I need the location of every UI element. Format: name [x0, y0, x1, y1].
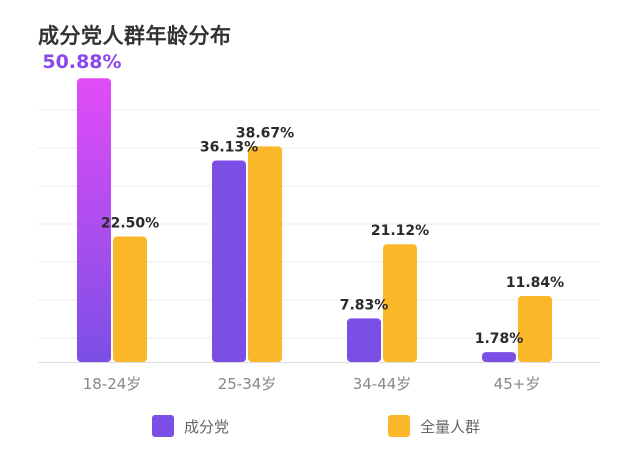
x-tick-label-34-44岁: 34-44岁: [353, 375, 412, 393]
x-tick-label-45+岁: 45+岁: [494, 375, 541, 393]
legend-swatch-series-2: [388, 415, 410, 437]
data-label-series-2-45+岁: 11.84%: [506, 275, 564, 291]
legend-label-series-1: 成分党: [184, 417, 230, 436]
bar-series-1-25-34岁[interactable]: [212, 160, 246, 362]
data-label-series-1-34-44岁: 7.83%: [340, 297, 389, 313]
legend-item-series-2[interactable]: 全量人群: [388, 415, 480, 437]
legend: 成分党 全量人群: [0, 415, 640, 445]
x-axis-tick-labels: 18-24岁 25-34岁 34-44岁 45+岁: [83, 375, 541, 393]
data-label-series-2-18-24岁: 22.50%: [101, 216, 159, 232]
data-label-series-1-18-24岁: 50.88%: [42, 51, 121, 73]
bar-series-2-18-24岁[interactable]: [113, 236, 147, 362]
legend-label-series-2: 全量人群: [420, 417, 481, 436]
data-label-series-2-34-44岁: 21.12%: [371, 223, 429, 239]
data-label-series-2-25-34岁: 38.67%: [236, 125, 294, 141]
bar-series-1-18-24岁[interactable]: [77, 78, 111, 362]
chart-title: 成分党人群年龄分布: [38, 24, 232, 48]
data-label-series-1-25-34岁: 36.13%: [200, 140, 258, 156]
legend-swatch-series-1: [152, 415, 174, 437]
bar-series-2-34-44岁[interactable]: [383, 244, 417, 362]
bars: [77, 78, 552, 362]
legend-item-series-1[interactable]: 成分党: [152, 415, 229, 437]
bar-series-1-34-44岁[interactable]: [347, 318, 381, 362]
bar-series-1-45+岁[interactable]: [482, 352, 516, 362]
x-tick-label-18-24岁: 18-24岁: [83, 375, 142, 393]
data-labels: 50.88% 22.50% 36.13%38.67% 7.83% 21.12% 1.78%…: [42, 51, 564, 347]
data-label-series-1-45+岁: 1.78%: [475, 331, 524, 347]
x-tick-label-25-34岁: 25-34岁: [218, 375, 277, 393]
bar-series-2-45+岁[interactable]: [518, 295, 552, 362]
bar-series-2-25-34岁[interactable]: [248, 146, 282, 362]
gridlines: [38, 109, 600, 363]
